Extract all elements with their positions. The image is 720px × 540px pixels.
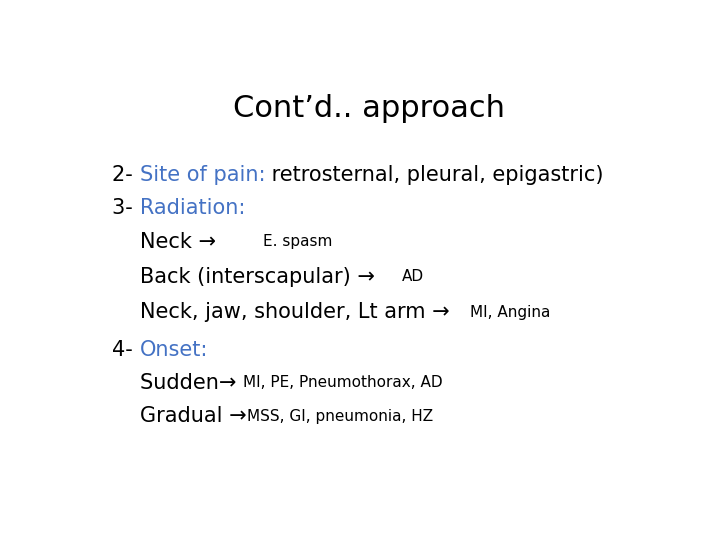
Text: Gradual →: Gradual → xyxy=(140,406,247,426)
Text: MI, Angina: MI, Angina xyxy=(469,305,550,320)
Text: Neck →: Neck → xyxy=(140,232,263,252)
Text: Sudden→: Sudden→ xyxy=(140,373,243,393)
Text: Site of pain:: Site of pain: xyxy=(140,165,265,185)
Text: Neck, jaw, shoulder, Lt arm →: Neck, jaw, shoulder, Lt arm → xyxy=(140,302,469,322)
Text: E. spasm: E. spasm xyxy=(263,234,332,249)
Text: 2-: 2- xyxy=(112,165,140,185)
Text: 3-: 3- xyxy=(112,198,140,218)
Text: MI, PE, Pneumothorax, AD: MI, PE, Pneumothorax, AD xyxy=(243,375,443,390)
Text: retrosternal, pleural, epigastric): retrosternal, pleural, epigastric) xyxy=(265,165,603,185)
Text: Radiation:: Radiation: xyxy=(140,198,245,218)
Text: MSS, GI, pneumonia, HZ: MSS, GI, pneumonia, HZ xyxy=(247,409,433,424)
Text: AD: AD xyxy=(402,269,423,285)
Text: 4-: 4- xyxy=(112,340,140,360)
Text: Cont’d.. approach: Cont’d.. approach xyxy=(233,94,505,123)
Text: Back (interscapular) →: Back (interscapular) → xyxy=(140,267,402,287)
Text: Onset:: Onset: xyxy=(140,340,208,360)
